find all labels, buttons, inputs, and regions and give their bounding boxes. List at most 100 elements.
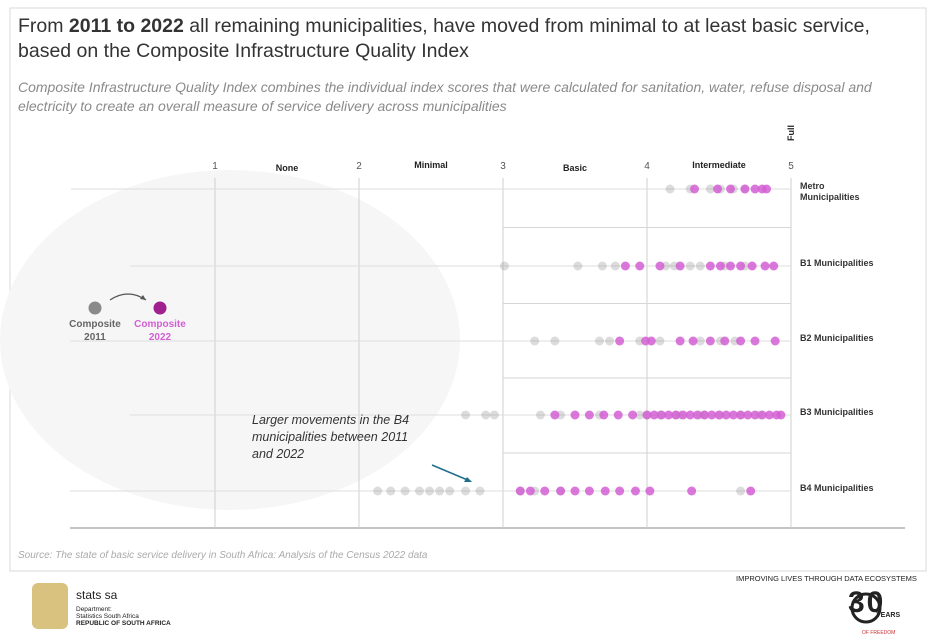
dot	[678, 410, 688, 420]
dot	[688, 336, 698, 346]
dot	[481, 410, 491, 420]
dot	[635, 261, 645, 271]
legend-label: Composite 2022	[134, 319, 186, 343]
dot	[615, 336, 625, 346]
dot	[726, 184, 736, 194]
dot	[700, 410, 710, 420]
dot	[769, 261, 779, 271]
brand: stats sa	[76, 588, 118, 602]
dot	[692, 410, 702, 420]
dot	[461, 486, 471, 496]
dot	[750, 410, 760, 420]
dot	[628, 410, 638, 420]
title-part: 2011 to 2022	[68, 15, 184, 37]
dot	[705, 261, 715, 271]
department: Department:	[76, 606, 112, 613]
dot	[400, 486, 410, 496]
dot	[600, 486, 610, 496]
x-tick-label: 5	[788, 161, 794, 172]
dot	[475, 486, 485, 496]
chart-title: From 2011 to 2022 all remaining municipa…	[18, 14, 918, 64]
title-part: From	[18, 15, 64, 37]
dot	[675, 261, 685, 271]
legend-dot	[153, 301, 167, 315]
category-label: B1 Municipalities	[800, 258, 874, 268]
badge-freedom: OF FREEDOM	[862, 630, 896, 636]
dot	[762, 184, 772, 194]
dot	[525, 486, 535, 496]
dot	[499, 261, 509, 271]
band-label: Full	[786, 125, 796, 141]
dot	[605, 336, 615, 346]
dot	[642, 410, 652, 420]
dot	[664, 410, 674, 420]
dot	[635, 410, 645, 420]
band-label: None	[275, 163, 299, 173]
legend-arrow-head	[140, 295, 146, 300]
dot	[743, 410, 753, 420]
dot	[594, 336, 604, 346]
dot	[707, 410, 717, 420]
background-shape	[0, 170, 460, 510]
dot	[645, 486, 655, 496]
dot	[685, 410, 695, 420]
dot	[489, 410, 499, 420]
badge-number: 30	[848, 586, 886, 619]
dot	[630, 486, 640, 496]
x-tick-label: 1	[212, 161, 218, 172]
dot	[550, 410, 560, 420]
dot	[746, 486, 756, 496]
dot	[540, 486, 550, 496]
dot	[655, 336, 665, 346]
dot	[656, 410, 666, 420]
dot	[570, 486, 580, 496]
dot	[675, 336, 685, 346]
dot	[721, 410, 731, 420]
slogan: IMPROVING LIVES THROUGH DATA ECOSYSTEMS	[736, 574, 917, 583]
dot	[461, 410, 471, 420]
dot	[620, 261, 630, 271]
dot	[425, 486, 435, 496]
category-label: B3 Municipalities	[800, 407, 874, 417]
badge-years: YEARS	[876, 612, 901, 619]
dot	[386, 486, 396, 496]
dot	[615, 486, 625, 496]
slide-frame	[9, 7, 927, 572]
dot	[750, 184, 760, 194]
dot	[750, 336, 760, 346]
annotation: Larger movements in the B4 municipalitie…	[252, 413, 410, 461]
dot	[687, 486, 697, 496]
dot	[597, 261, 607, 271]
x-tick-label: 2	[356, 161, 362, 172]
dot	[736, 336, 746, 346]
dot	[736, 261, 746, 271]
dot	[435, 486, 445, 496]
country: REPUBLIC OF SOUTH AFRICA	[76, 620, 171, 627]
dot	[714, 410, 724, 420]
source: Source: The state of basic service deliv…	[18, 550, 428, 561]
department-block: Department: Statistics South Africa REPUBL…	[76, 606, 171, 627]
dot	[570, 410, 580, 420]
dot	[726, 261, 736, 271]
dot	[515, 486, 525, 496]
agency: Statistics South Africa	[76, 613, 139, 620]
dot	[655, 261, 665, 271]
dot	[776, 410, 786, 420]
dot	[690, 184, 700, 194]
dot	[584, 410, 594, 420]
dot	[445, 486, 455, 496]
x-tick-label: 4	[644, 161, 650, 172]
coat-of-arms	[32, 583, 68, 629]
dot	[550, 336, 560, 346]
dot	[685, 261, 695, 271]
dot	[530, 336, 540, 346]
category-label: B2 Municipalities	[800, 333, 874, 343]
dot	[584, 486, 594, 496]
dot	[705, 184, 715, 194]
dot	[610, 261, 620, 271]
dot	[646, 336, 656, 346]
dot	[573, 261, 583, 271]
dot	[695, 261, 705, 271]
